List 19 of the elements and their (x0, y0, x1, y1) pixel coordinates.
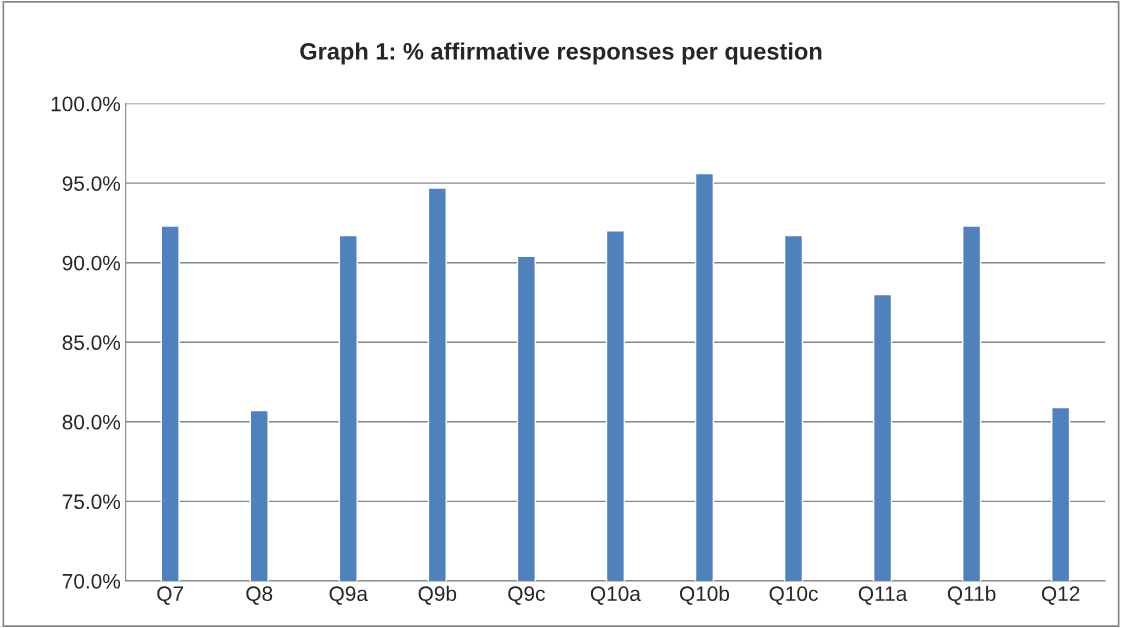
y-tick-label: 80.0% (62, 414, 121, 430)
x-tick-label: Q9a (329, 586, 368, 605)
y-tick-label: 75.0% (62, 494, 121, 510)
y-tick-label: 85.0% (62, 335, 121, 351)
x-tick-label: Q7 (157, 586, 184, 605)
chart-title: Graph 1: % affirmative responses per question (300, 42, 822, 65)
y-tick-label: 95.0% (62, 176, 121, 191)
x-tick-label: Q10b (679, 585, 730, 605)
x-tick-label: Q9b (418, 585, 457, 605)
x-tick-label: Q10c (769, 586, 818, 605)
x-tick-label: Q11b (947, 585, 996, 605)
x-tick-label: Q8 (246, 586, 273, 605)
x-tick-label: Q9c (508, 586, 545, 605)
y-tick-label: 100.0% (51, 96, 121, 112)
y-tick-label: 90.0% (62, 255, 121, 271)
y-tick-label: 70.0% (62, 573, 121, 589)
x-tick-label: Q10a (590, 586, 641, 605)
x-tick-label: Q11a (858, 586, 908, 605)
x-tick-label: Q12 (1041, 586, 1080, 605)
